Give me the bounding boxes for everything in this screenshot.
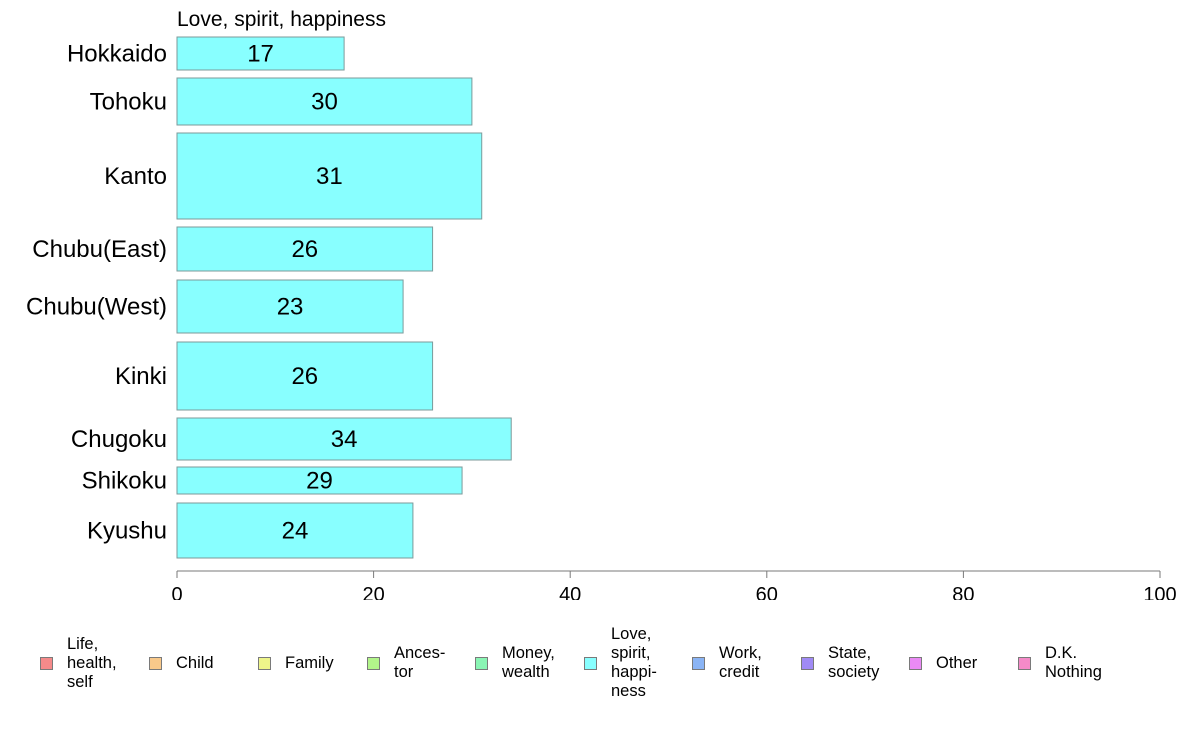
bar-chubu-west [176, 279, 404, 334]
bar-value-label: 30 [311, 89, 338, 116]
bar-kanto [176, 132, 483, 220]
category-label: Hokkaido [67, 41, 167, 68]
legend-label: Love, spirit, happi- ness [611, 625, 657, 700]
legend-label: Other [936, 653, 978, 672]
category-label: Shikoku [82, 468, 167, 495]
legend-swatch [40, 656, 53, 670]
category-label: Tohoku [90, 89, 167, 116]
legend-label: Ances- tor [394, 644, 446, 681]
bar-value-label: 24 [282, 518, 309, 545]
legend-swatch [258, 656, 271, 670]
legend-item: Money, wealth [475, 620, 555, 706]
bar-kyushu [176, 502, 414, 559]
legend-label: Family [285, 653, 334, 672]
category-label: Chubu(West) [26, 294, 167, 321]
x-tick-label: 80 [952, 584, 974, 600]
x-axis: 0 20 40 60 80 100 [171, 570, 1177, 600]
category-label: Kinki [115, 363, 167, 390]
category-label: Kyushu [87, 518, 167, 545]
legend-swatch [1018, 656, 1031, 670]
bar-chugoku [176, 417, 512, 461]
legend-label: D.K. Nothing [1045, 644, 1102, 681]
bar-value-label: 17 [247, 41, 274, 68]
x-tick-label: 60 [756, 584, 778, 600]
x-tick-label: 20 [362, 584, 384, 600]
legend-swatch [909, 656, 922, 670]
bar-value-label: 23 [277, 294, 304, 321]
legend-item: Love, spirit, happi- ness [584, 620, 657, 706]
chart-title: Love, spirit, happiness [177, 8, 386, 31]
bars-group: 17 Hokkaido 30 Tohoku 31 Kanto 26 Chubu(East) 23… [26, 36, 512, 559]
legend-item: Child [149, 620, 214, 706]
legend-swatch [584, 656, 597, 670]
legend-label: Money, wealth [502, 644, 555, 681]
legend-label: Child [176, 653, 214, 672]
bar-value-label: 29 [306, 468, 333, 495]
category-label: Chugoku [71, 426, 167, 453]
legend-item: Other [909, 620, 977, 706]
legend-swatch [801, 656, 814, 670]
x-tick-label: 100 [1143, 584, 1176, 600]
legend-item: Family [258, 620, 334, 706]
bar-chubu-east [176, 226, 434, 272]
bar-value-label: 26 [291, 363, 318, 390]
bar-value-label: 31 [316, 163, 343, 190]
legend-swatch [367, 656, 380, 670]
legend-item: Ances- tor [367, 620, 445, 706]
legend-item: D.K. Nothing [1018, 620, 1102, 706]
legend-label: Work, credit [719, 644, 762, 681]
bar-value-label: 34 [331, 426, 358, 453]
x-tick-label: 40 [559, 584, 581, 600]
bar-hokkaido [176, 36, 345, 71]
legend-item: Life, health, self [40, 620, 117, 706]
bar-shikoku [176, 466, 463, 495]
legend-item: State, society [801, 620, 879, 706]
category-label: Chubu(East) [32, 236, 167, 263]
legend-label: State, society [828, 644, 880, 681]
bar-kinki [176, 341, 434, 411]
x-tick-label: 0 [171, 584, 182, 600]
legend-swatch [475, 656, 488, 670]
bar-tohoku [176, 77, 473, 126]
legend-item: Work, credit [692, 620, 762, 706]
legend-swatch [149, 656, 162, 670]
bar-value-label: 26 [291, 236, 318, 263]
legend-swatch [692, 656, 705, 670]
legend-label: Life, health, self [67, 634, 117, 691]
bar-chart: Love, spirit, happiness 17 Hokkaido 30 Toho… [26, 8, 1177, 600]
category-label: Kanto [104, 163, 167, 190]
